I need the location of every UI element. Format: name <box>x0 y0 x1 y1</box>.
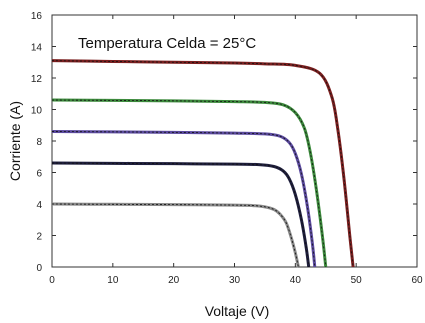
y-tick-label: 6 <box>36 169 42 180</box>
x-tick-label: 40 <box>290 275 302 286</box>
x-tick-label: 10 <box>107 275 119 286</box>
x-tick-label: 0 <box>49 275 55 286</box>
y-tick-label: 10 <box>31 106 43 117</box>
series-line-4-measured <box>51 162 310 268</box>
x-tick-label: 50 <box>351 275 363 286</box>
series-line-3 <box>51 130 317 268</box>
x-axis-title: Voltaje (V) <box>205 303 270 319</box>
series-layer <box>51 59 355 268</box>
series-line-5-measured <box>51 203 299 268</box>
series-line-3-measured <box>51 131 316 268</box>
chart-annotation: Temperatura Celda = 25°C <box>78 35 256 52</box>
y-tick-label: 14 <box>31 43 43 54</box>
series-line-2 <box>51 98 328 268</box>
y-tick-label: 0 <box>36 263 42 274</box>
series-line-4 <box>51 161 311 268</box>
x-tick-label: 60 <box>411 275 423 286</box>
y-tick-label: 16 <box>31 11 43 22</box>
y-tick-label: 4 <box>36 200 42 211</box>
x-tick-label: 20 <box>168 275 180 286</box>
plot-frame <box>51 14 418 268</box>
y-tick-label: 2 <box>36 232 42 243</box>
ticks-layer: 0 10 20 30 40 50 60 0 2 4 6 8 10 12 14 16 <box>31 11 423 286</box>
series-line-2-measured <box>51 99 327 268</box>
y-tick-label: 12 <box>31 74 43 85</box>
y-axis-title: Corriente (A) <box>7 101 23 181</box>
series-line-5 <box>51 202 300 268</box>
series-line-1-measured <box>51 60 354 268</box>
x-tick-label: 30 <box>229 275 241 286</box>
y-tick-label: 8 <box>36 137 42 148</box>
